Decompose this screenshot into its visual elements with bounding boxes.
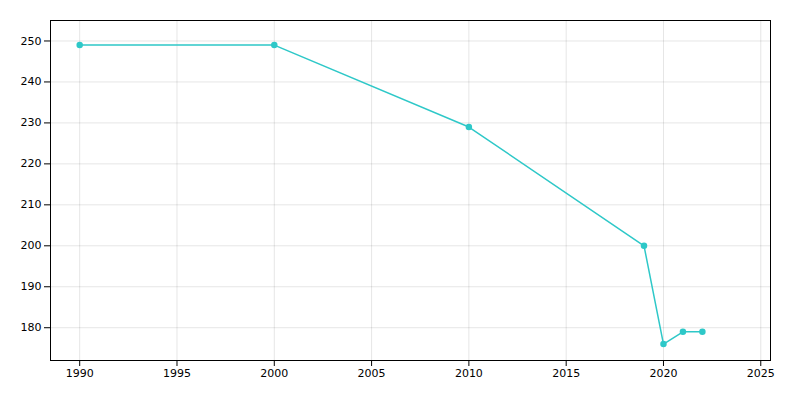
svg-text:1990: 1990 — [66, 367, 94, 380]
svg-text:200: 200 — [21, 239, 42, 252]
svg-text:240: 240 — [21, 75, 42, 88]
svg-text:180: 180 — [21, 321, 42, 334]
svg-text:1995: 1995 — [163, 367, 191, 380]
svg-text:2010: 2010 — [455, 367, 483, 380]
svg-text:210: 210 — [21, 198, 42, 211]
svg-text:230: 230 — [21, 116, 42, 129]
svg-text:2005: 2005 — [358, 367, 386, 380]
svg-text:2025: 2025 — [747, 367, 775, 380]
svg-text:2015: 2015 — [552, 367, 580, 380]
svg-text:220: 220 — [21, 157, 42, 170]
svg-text:190: 190 — [21, 280, 42, 293]
svg-text:2000: 2000 — [260, 367, 288, 380]
svg-text:2020: 2020 — [649, 367, 677, 380]
svg-text:250: 250 — [21, 35, 42, 48]
